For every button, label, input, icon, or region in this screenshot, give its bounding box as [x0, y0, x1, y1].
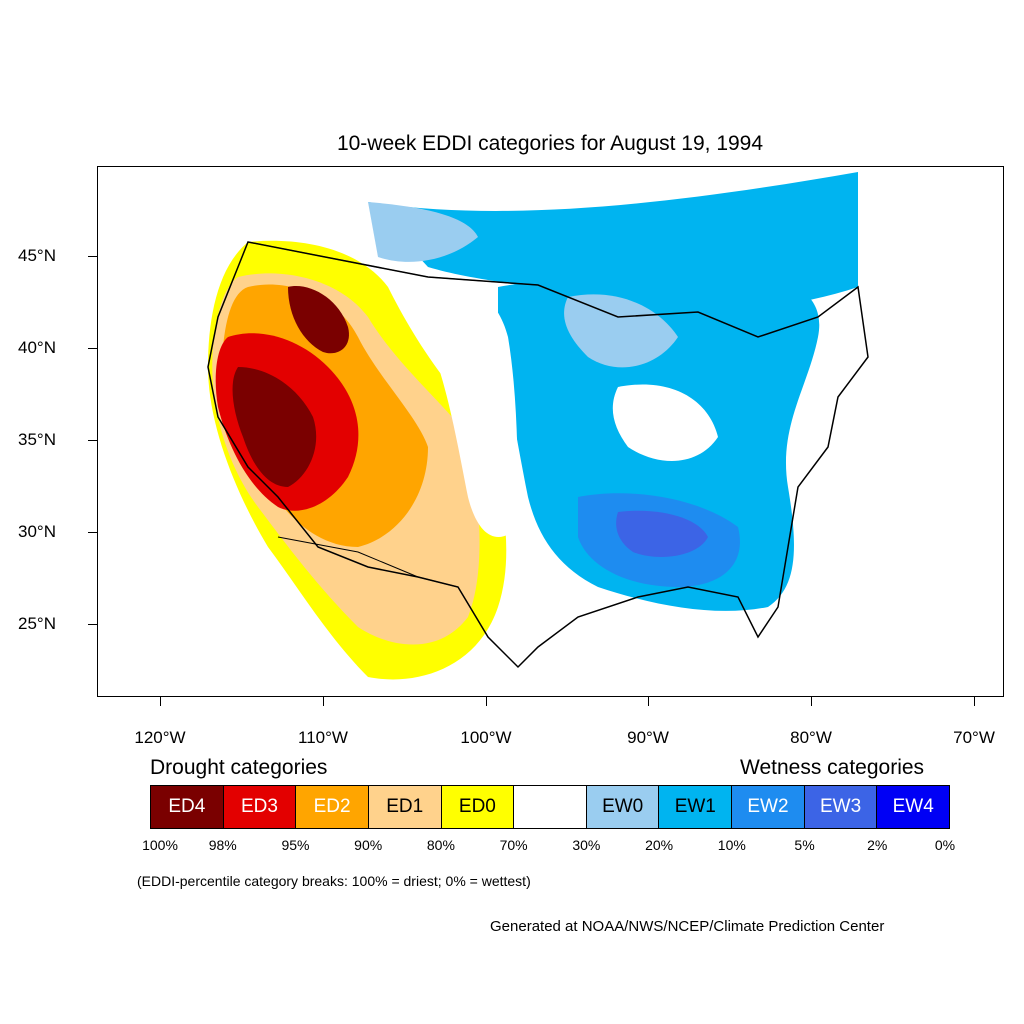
legend-category-ed1: ED1 — [368, 786, 442, 828]
lon-tick — [811, 697, 812, 706]
canada-light-wet-region — [368, 202, 478, 262]
ohio-valley-white — [612, 384, 718, 461]
legend-category-ew4: EW4 — [877, 786, 950, 828]
us-canada-border — [247, 241, 539, 286]
lat-label: 45°N — [18, 246, 56, 265]
drought-categories-heading: Drought categories — [150, 756, 328, 779]
lat-tick — [88, 256, 97, 257]
lon-label: 90°W — [627, 728, 669, 747]
lat-label: 40°N — [18, 338, 56, 357]
percentile-break-label: 5% — [794, 837, 815, 853]
lon-label: 100°W — [460, 728, 512, 747]
us-mexico-border — [277, 536, 489, 638]
lon-tick — [648, 697, 649, 706]
credit-line: Generated at NOAA/NWS/NCEP/Climate Predi… — [490, 918, 885, 935]
legend-category-ed4: ED4 — [151, 786, 224, 828]
northern-rockies-ed4 — [288, 286, 349, 354]
legend-category-ed3: ED3 — [223, 786, 297, 828]
lon-tick — [323, 697, 324, 706]
lat-tick — [88, 348, 97, 349]
lon-label: 110°W — [298, 728, 348, 747]
category-breaks-note: (EDDI-percentile category breaks: 100% =… — [137, 873, 531, 889]
us-outline — [207, 241, 869, 669]
lat-label: 35°N — [18, 430, 56, 449]
legend-category-ed2: ED2 — [296, 786, 369, 828]
percentile-break-label: 98% — [208, 837, 237, 853]
category-legend: ED4 ED3 ED2 ED1 ED0 EW0 EW1 EW2 EW3 EW4 — [150, 785, 950, 829]
percentile-break-label: 2% — [867, 837, 888, 853]
percentile-break-label: 20% — [645, 837, 674, 853]
percentile-break-label: 0% — [934, 837, 956, 853]
legend-category-ew2: EW2 — [732, 786, 805, 828]
lon-tick — [974, 697, 975, 706]
lon-tick — [160, 697, 161, 706]
percentile-break-label: 80% — [426, 837, 455, 853]
southeast-ew3 — [616, 510, 708, 557]
lat-tick — [88, 440, 97, 441]
percentile-break-label: 95% — [281, 837, 310, 853]
legend-category-ew1: EW1 — [659, 786, 733, 828]
great-lakes-ew0 — [564, 294, 678, 368]
lat-label: 30°N — [18, 522, 56, 541]
legend-category-ew3: EW3 — [804, 786, 878, 828]
legend-category-neutral — [514, 786, 587, 828]
lon-label: 70°W — [953, 728, 995, 747]
lon-tick — [486, 697, 487, 706]
eddi-map — [207, 172, 869, 680]
legend-category-ew0: EW0 — [586, 786, 660, 828]
percentile-break-label: 30% — [572, 837, 601, 853]
percentile-break-label: 70% — [499, 837, 528, 853]
map-panel — [97, 166, 1004, 697]
map-title: 10-week EDDI categories for August 19, 1… — [336, 132, 764, 155]
great-plains-white — [428, 277, 518, 537]
lon-label: 120°W — [134, 728, 186, 747]
lat-tick — [88, 532, 97, 533]
lat-label: 25°N — [18, 614, 56, 633]
lon-label: 80°W — [790, 728, 832, 747]
western-drought-ed4 — [232, 367, 317, 487]
percentile-break-label: 100% — [142, 837, 178, 853]
percentile-break-label: 10% — [717, 837, 746, 853]
wetness-categories-heading: Wetness categories — [740, 756, 925, 779]
percentile-break-label: 90% — [354, 837, 383, 853]
lat-tick — [88, 624, 97, 625]
legend-category-ed0: ED0 — [441, 786, 515, 828]
